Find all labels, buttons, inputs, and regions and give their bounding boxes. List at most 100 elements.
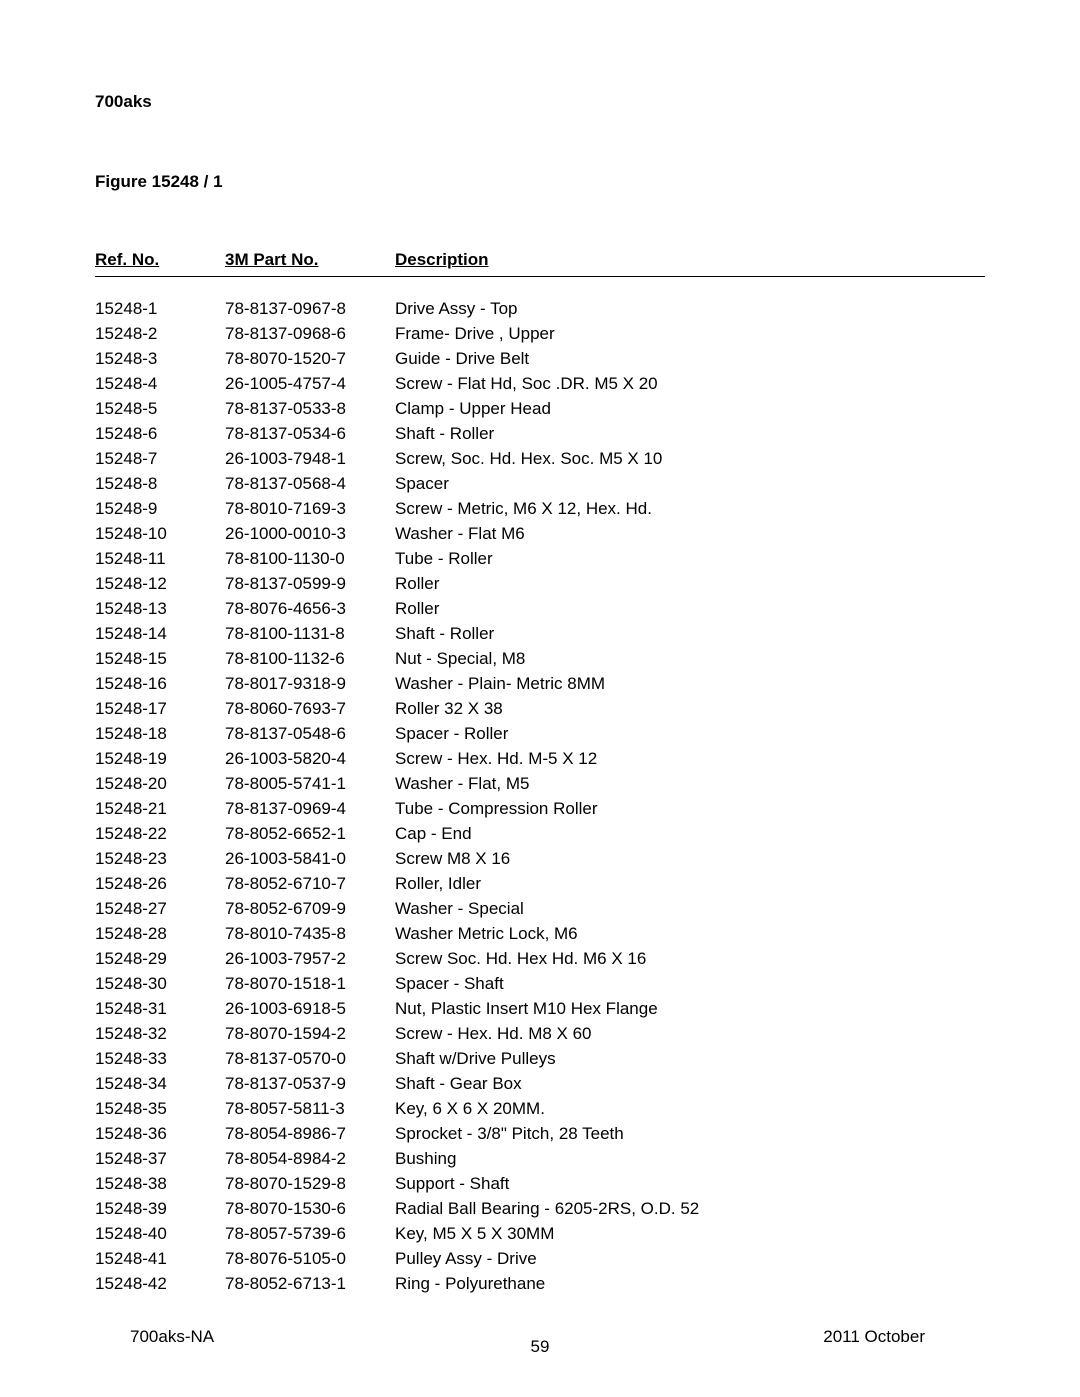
cell-desc: Screw - Hex. Hd. M-5 X 12 (395, 747, 985, 772)
table-row: 15248-2078-8005-5741-1Washer - Flat, M5 (95, 772, 985, 797)
table-row: 15248-3878-8070-1529-8Support - Shaft (95, 1172, 985, 1197)
cell-desc: Shaft - Roller (395, 622, 985, 647)
cell-desc: Drive Assy - Top (395, 297, 985, 322)
table-row: 15248-3126-1003-6918-5Nut, Plastic Inser… (95, 997, 985, 1022)
cell-ref: 15248-26 (95, 872, 225, 897)
cell-part: 78-8054-8986-7 (225, 1122, 395, 1147)
cell-desc: Roller (395, 572, 985, 597)
cell-part: 78-8070-1594-2 (225, 1022, 395, 1047)
cell-desc: Washer - Special (395, 897, 985, 922)
table-row: 15248-4278-8052-6713-1Ring - Polyurethan… (95, 1272, 985, 1297)
table-row: 15248-4178-8076-5105-0Pulley Assy - Driv… (95, 1247, 985, 1272)
col-header-part-text: 3M Part No. (225, 250, 319, 269)
cell-part: 78-8057-5739-6 (225, 1222, 395, 1247)
cell-desc: Spacer - Roller (395, 722, 985, 747)
cell-desc: Screw Soc. Hd. Hex Hd. M6 X 16 (395, 947, 985, 972)
cell-ref: 15248-36 (95, 1122, 225, 1147)
table-row: 15248-2178-8137-0969-4Tube - Compression… (95, 797, 985, 822)
cell-part: 78-8005-5741-1 (225, 772, 395, 797)
table-row: 15248-3378-8137-0570-0Shaft w/Drive Pull… (95, 1047, 985, 1072)
cell-part: 26-1003-6918-5 (225, 997, 395, 1022)
cell-desc: Tube - Roller (395, 547, 985, 572)
figure-heading: Figure 15248 / 1 (95, 172, 985, 192)
cell-desc: Screw - Flat Hd, Soc .DR. M5 X 20 (395, 372, 985, 397)
cell-part: 78-8070-1518-1 (225, 972, 395, 997)
cell-ref: 15248-27 (95, 897, 225, 922)
cell-part: 78-8137-0533-8 (225, 397, 395, 422)
cell-desc: Roller, Idler (395, 872, 985, 897)
cell-part: 78-8137-0969-4 (225, 797, 395, 822)
model-heading: 700aks (95, 92, 985, 112)
cell-ref: 15248-23 (95, 847, 225, 872)
cell-ref: 15248-3 (95, 347, 225, 372)
cell-part: 78-8137-0537-9 (225, 1072, 395, 1097)
cell-desc: Washer Metric Lock, M6 (395, 922, 985, 947)
cell-desc: Spacer (395, 472, 985, 497)
cell-ref: 15248-10 (95, 522, 225, 547)
cell-part: 78-8137-0570-0 (225, 1047, 395, 1072)
cell-desc: Sprocket - 3/8" Pitch, 28 Teeth (395, 1122, 985, 1147)
cell-ref: 15248-33 (95, 1047, 225, 1072)
cell-desc: Tube - Compression Roller (395, 797, 985, 822)
cell-ref: 15248-13 (95, 597, 225, 622)
footer-left: 700aks-NA (130, 1327, 214, 1347)
cell-part: 78-8076-5105-0 (225, 1247, 395, 1272)
cell-ref: 15248-19 (95, 747, 225, 772)
cell-desc: Screw - Hex. Hd. M8 X 60 (395, 1022, 985, 1047)
cell-desc: Spacer - Shaft (395, 972, 985, 997)
table-row: 15248-3478-8137-0537-9Shaft - Gear Box (95, 1072, 985, 1097)
cell-ref: 15248-11 (95, 547, 225, 572)
table-row: 15248-1178-8100-1130-0Tube - Roller (95, 547, 985, 572)
table-row: 15248-2326-1003-5841-0Screw M8 X 16 (95, 847, 985, 872)
col-header-ref-text: Ref. No. (95, 250, 159, 269)
cell-desc: Key, M5 X 5 X 30MM (395, 1222, 985, 1247)
cell-part: 78-8100-1130-0 (225, 547, 395, 572)
cell-ref: 15248-8 (95, 472, 225, 497)
col-header-ref: Ref. No. (95, 250, 225, 277)
cell-desc: Clamp - Upper Head (395, 397, 985, 422)
cell-part: 26-1003-5841-0 (225, 847, 395, 872)
table-row: 15248-1678-8017-9318-9Washer - Plain- Me… (95, 672, 985, 697)
cell-ref: 15248-40 (95, 1222, 225, 1247)
cell-ref: 15248-39 (95, 1197, 225, 1222)
cell-desc: Guide - Drive Belt (395, 347, 985, 372)
cell-part: 78-8070-1529-8 (225, 1172, 395, 1197)
table-row: 15248-1478-8100-1131-8Shaft - Roller (95, 622, 985, 647)
table-row: 15248-3778-8054-8984-2Bushing (95, 1147, 985, 1172)
cell-ref: 15248-32 (95, 1022, 225, 1047)
cell-desc: Screw - Metric, M6 X 12, Hex. Hd. (395, 497, 985, 522)
table-row: 15248-726-1003-7948-1Screw, Soc. Hd. Hex… (95, 447, 985, 472)
cell-part: 26-1003-7957-2 (225, 947, 395, 972)
cell-ref: 15248-16 (95, 672, 225, 697)
cell-ref: 15248-28 (95, 922, 225, 947)
cell-ref: 15248-15 (95, 647, 225, 672)
cell-ref: 15248-37 (95, 1147, 225, 1172)
cell-part: 26-1003-7948-1 (225, 447, 395, 472)
cell-desc: Ring - Polyurethane (395, 1272, 985, 1297)
table-row: 15248-2278-8052-6652-1Cap - End (95, 822, 985, 847)
cell-desc: Shaft - Gear Box (395, 1072, 985, 1097)
table-row: 15248-1026-1000-0010-3Washer - Flat M6 (95, 522, 985, 547)
cell-ref: 15248-17 (95, 697, 225, 722)
cell-part: 78-8017-9318-9 (225, 672, 395, 697)
cell-part: 78-8137-0548-6 (225, 722, 395, 747)
cell-part: 78-8052-6652-1 (225, 822, 395, 847)
cell-ref: 15248-1 (95, 297, 225, 322)
table-row: 15248-4078-8057-5739-6Key, M5 X 5 X 30MM (95, 1222, 985, 1247)
table-row: 15248-178-8137-0967-8Drive Assy - Top (95, 297, 985, 322)
cell-part: 78-8054-8984-2 (225, 1147, 395, 1172)
cell-ref: 15248-5 (95, 397, 225, 422)
cell-desc: Nut, Plastic Insert M10 Hex Flange (395, 997, 985, 1022)
table-row: 15248-3578-8057-5811-3Key, 6 X 6 X 20MM. (95, 1097, 985, 1122)
cell-ref: 15248-9 (95, 497, 225, 522)
cell-ref: 15248-31 (95, 997, 225, 1022)
cell-desc: Roller (395, 597, 985, 622)
page-footer: 700aks-NA 59 2011 October (0, 1337, 1080, 1357)
cell-desc: Key, 6 X 6 X 20MM. (395, 1097, 985, 1122)
cell-ref: 15248-38 (95, 1172, 225, 1197)
cell-part: 78-8052-6710-7 (225, 872, 395, 897)
col-header-part: 3M Part No. (225, 250, 395, 277)
table-header-row: Ref. No. 3M Part No. Description (95, 250, 985, 277)
cell-part: 78-8010-7435-8 (225, 922, 395, 947)
cell-ref: 15248-14 (95, 622, 225, 647)
